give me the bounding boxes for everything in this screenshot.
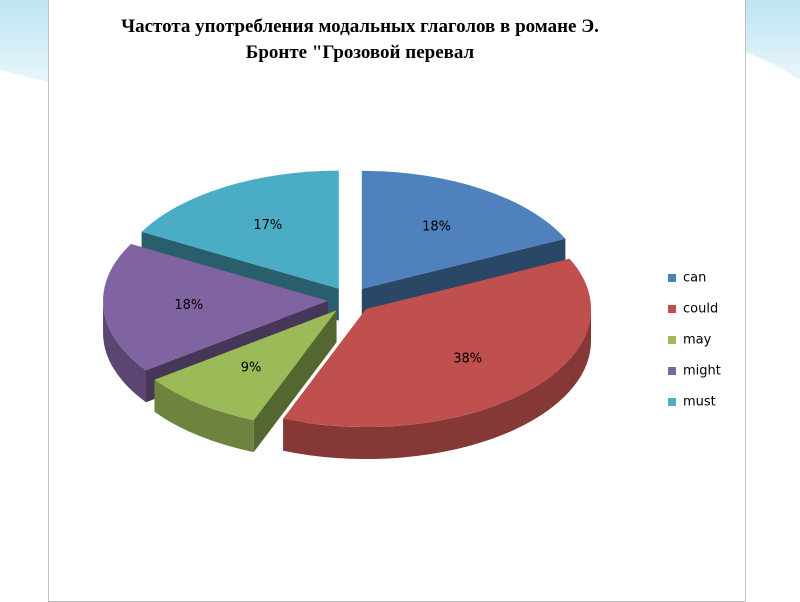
data-label: 38%	[453, 352, 482, 367]
legend-swatch	[668, 367, 676, 375]
legend-label: might	[683, 364, 721, 379]
legend-swatch	[668, 274, 676, 282]
slice-side	[154, 379, 254, 453]
pie-slice	[154, 310, 337, 421]
pie-slice	[361, 170, 566, 289]
data-label: 18%	[422, 220, 451, 235]
data-label: 18%	[174, 298, 203, 313]
legend-label: may	[683, 333, 712, 348]
corner-decoration	[0, 0, 60, 85]
data-label: 17%	[253, 218, 282, 233]
slice-side	[103, 300, 147, 403]
legend-label: must	[683, 395, 716, 410]
data-label: 9%	[241, 361, 262, 376]
legend-label: could	[683, 302, 718, 317]
legend-swatch	[668, 305, 676, 313]
pie-slice	[283, 258, 592, 428]
legend-swatch	[668, 336, 676, 344]
slice-side	[283, 309, 592, 460]
pie-slice	[103, 243, 329, 371]
chart-title: Частота употребления модальных глаголов …	[121, 16, 599, 63]
slice-tops	[103, 170, 592, 428]
legend-label: can	[683, 271, 706, 286]
corner-decoration	[740, 0, 800, 80]
legend-swatch	[668, 398, 676, 406]
pie-slice	[141, 170, 339, 289]
